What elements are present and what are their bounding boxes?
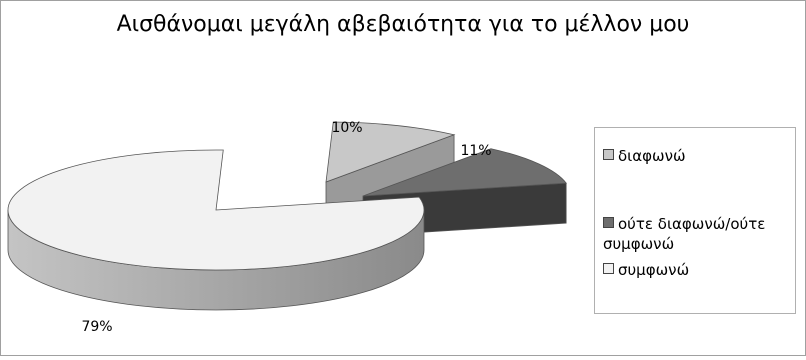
data-label-2: 79% — [81, 319, 112, 335]
legend-swatch-disagree — [603, 149, 614, 160]
data-label-1: 11% — [460, 143, 491, 159]
legend-item-neutral: ούτε διαφωνώ/ούτε συμφωνώ — [603, 214, 791, 254]
legend-item-disagree: διαφωνώ — [603, 146, 791, 166]
legend-label-agree: συμφωνώ — [618, 261, 690, 279]
legend-swatch-agree — [603, 263, 614, 274]
pie-slice-2 — [7, 149, 425, 311]
pie-slice-top-0 — [325, 121, 456, 183]
chart-title: Αισθάνομαι μεγάλη αβεβαιότητα για το μέλ… — [116, 12, 690, 37]
pie-slice-0 — [325, 121, 456, 223]
pie-slice-top-1 — [362, 148, 567, 197]
data-label-0: 10% — [331, 120, 362, 136]
legend-label-neutral: ούτε διαφωνώ/ούτε συμφωνώ — [603, 215, 766, 253]
legend: διαφωνώ ούτε διαφωνώ/ούτε συμφωνώ συμφων… — [594, 127, 796, 314]
legend-label-disagree: διαφωνώ — [618, 147, 686, 165]
pie-slice-top-2 — [7, 149, 425, 271]
legend-item-agree: συμφωνώ — [603, 260, 791, 280]
legend-swatch-neutral — [603, 217, 614, 228]
